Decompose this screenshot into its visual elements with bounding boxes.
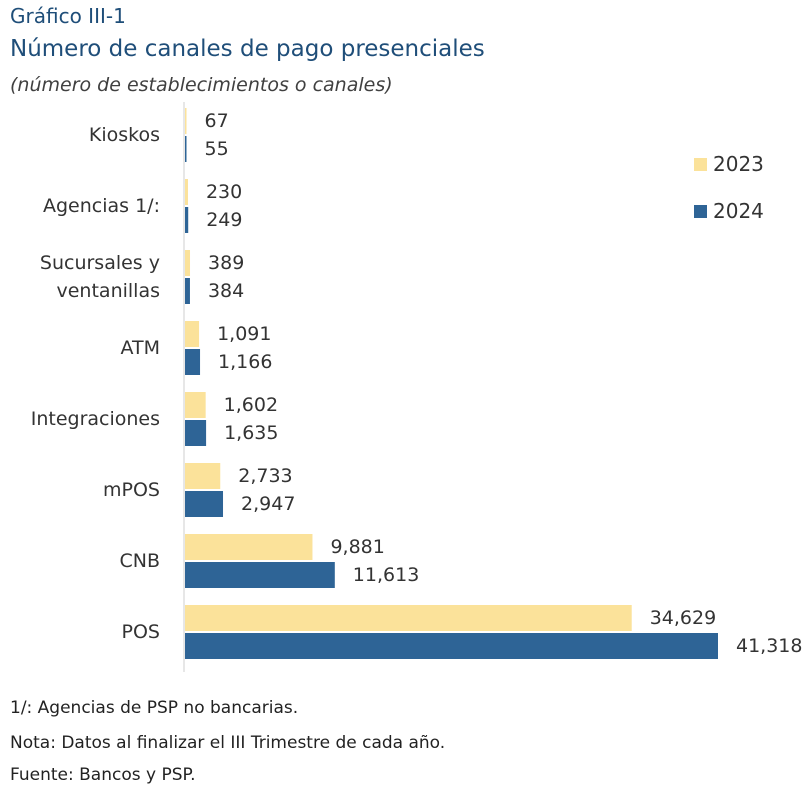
- bar-2023-kioskos: [185, 108, 187, 134]
- data-label: 230: [206, 181, 242, 203]
- category-label: Kioskos: [89, 124, 160, 146]
- data-label: 2,947: [241, 493, 295, 515]
- bar-chart: Kioskos 67 55 Agencias 1/: 230 249 Sucursales …: [31, 102, 802, 672]
- data-label: 249: [206, 209, 242, 231]
- data-label: 2,733: [238, 465, 292, 487]
- category-label: Sucursales y: [40, 252, 160, 274]
- data-label: 1,635: [224, 422, 278, 444]
- legend-swatch-2024: [694, 205, 707, 218]
- source: Fuente: Bancos y PSP.: [10, 765, 196, 785]
- chart-subtitle: (número de establecimientos o canales): [10, 74, 393, 96]
- data-label: 1,091: [217, 323, 271, 345]
- category-label: mPOS: [103, 479, 160, 501]
- data-label: 41,318: [736, 635, 802, 657]
- legend-label-2023: 2023: [713, 152, 764, 176]
- bar-2024-pos: [185, 633, 718, 659]
- footnote: 1/: Agencias de PSP no bancarias.: [10, 698, 299, 718]
- bar-2024-integraciones: [185, 420, 207, 446]
- data-label: 34,629: [650, 607, 716, 629]
- bar-2023-atm: [185, 321, 200, 347]
- legend-swatch-2023: [694, 158, 707, 171]
- category-label: POS: [122, 621, 160, 643]
- category-label: Agencias 1/:: [43, 195, 160, 217]
- category-label: ATM: [120, 337, 160, 359]
- chart-label: Gráfico III-1: [10, 4, 126, 28]
- category-label: ventanillas: [57, 280, 161, 302]
- data-label: 384: [208, 280, 244, 302]
- legend-label-2024: 2024: [713, 199, 764, 223]
- category-label: CNB: [119, 550, 160, 572]
- note: Nota: Datos al finalizar el III Trimestr…: [10, 733, 446, 753]
- bar-2023-pos: [185, 605, 632, 631]
- data-label: 67: [205, 110, 229, 132]
- bar-2024-sucursales-y-ventanillas: [185, 278, 190, 304]
- data-label: 9,881: [330, 536, 384, 558]
- data-label: 389: [208, 252, 244, 274]
- bar-2023-mpos: [185, 463, 221, 489]
- data-label: 55: [205, 138, 229, 160]
- bar-2023-cnb: [185, 534, 313, 560]
- bar-2024-agencias-1-: [185, 207, 189, 233]
- data-label: 1,602: [224, 394, 278, 416]
- data-label: 1,166: [218, 351, 272, 373]
- bar-2024-kioskos: [185, 136, 187, 162]
- bar-2024-mpos: [185, 491, 224, 517]
- category-label: Integraciones: [31, 408, 160, 430]
- bar-2023-sucursales-y-ventanillas: [185, 250, 191, 276]
- bar-2024-atm: [185, 349, 201, 375]
- chart-title: Número de canales de pago presenciales: [10, 36, 485, 62]
- data-label: 11,613: [353, 564, 419, 586]
- bar-2023-integraciones: [185, 392, 206, 418]
- bar-2024-cnb: [185, 562, 335, 588]
- bar-2023-agencias-1-: [185, 179, 188, 205]
